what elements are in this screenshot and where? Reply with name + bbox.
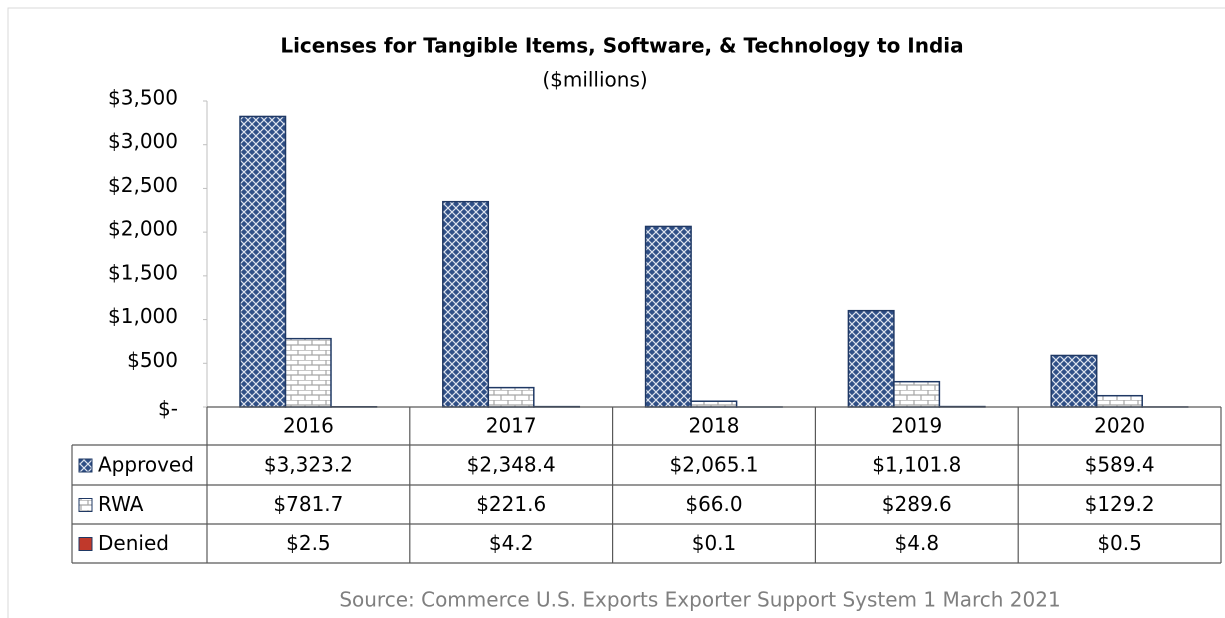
table-value: $2,065.1 [669, 453, 758, 477]
table-value: $129.2 [1085, 492, 1155, 516]
table-value: $66.0 [685, 492, 742, 516]
bar [893, 380, 941, 408]
table-value: $289.6 [882, 492, 952, 516]
chart-border [7, 7, 1225, 618]
bar [847, 309, 895, 408]
table-value: $0.5 [1097, 531, 1142, 555]
source-note: Source: Commerce U.S. Exports Exporter S… [339, 588, 1060, 612]
x-tick-label: 2018 [689, 414, 740, 438]
legend-key [78, 458, 93, 473]
table-value: $4.8 [895, 531, 940, 555]
bar [644, 225, 692, 408]
bar [442, 200, 490, 408]
legend-label: Approved [98, 453, 194, 477]
y-tick-label: $3,000 [108, 129, 178, 153]
bar [487, 386, 535, 408]
table-value: $589.4 [1085, 453, 1155, 477]
bar [690, 400, 738, 408]
y-tick-label: $1,000 [108, 304, 178, 328]
x-tick-label: 2020 [1094, 414, 1145, 438]
table-value: $0.1 [692, 531, 737, 555]
legend-label: Denied [98, 531, 169, 555]
y-tick-label: $2,500 [108, 173, 178, 197]
x-tick-label: 2016 [283, 414, 334, 438]
bar [1050, 354, 1098, 408]
table-value: $2.5 [286, 531, 331, 555]
table-value: $2,348.4 [467, 453, 556, 477]
legend-label: RWA [98, 492, 144, 516]
x-tick-label: 2017 [486, 414, 537, 438]
bar [284, 337, 332, 408]
y-tick-label: $500 [127, 348, 178, 372]
bar [239, 115, 287, 408]
y-tick-label: $2,000 [108, 217, 178, 241]
legend-key [78, 498, 93, 512]
chart-title: Licenses for Tangible Items, Software, &… [280, 34, 963, 58]
bar [1095, 394, 1143, 408]
y-tick-label: $3,500 [108, 86, 178, 110]
table-value: $1,101.8 [872, 453, 961, 477]
legend-key [78, 537, 93, 551]
table-value: $3,323.2 [264, 453, 353, 477]
y-tick-label: $1,500 [108, 260, 178, 284]
y-tick-label: $- [158, 397, 178, 421]
chart-subtitle: ($millions) [542, 68, 647, 92]
table-value: $221.6 [476, 492, 546, 516]
x-tick-label: 2019 [891, 414, 942, 438]
table-value: $4.2 [489, 531, 534, 555]
table-value: $781.7 [273, 492, 343, 516]
